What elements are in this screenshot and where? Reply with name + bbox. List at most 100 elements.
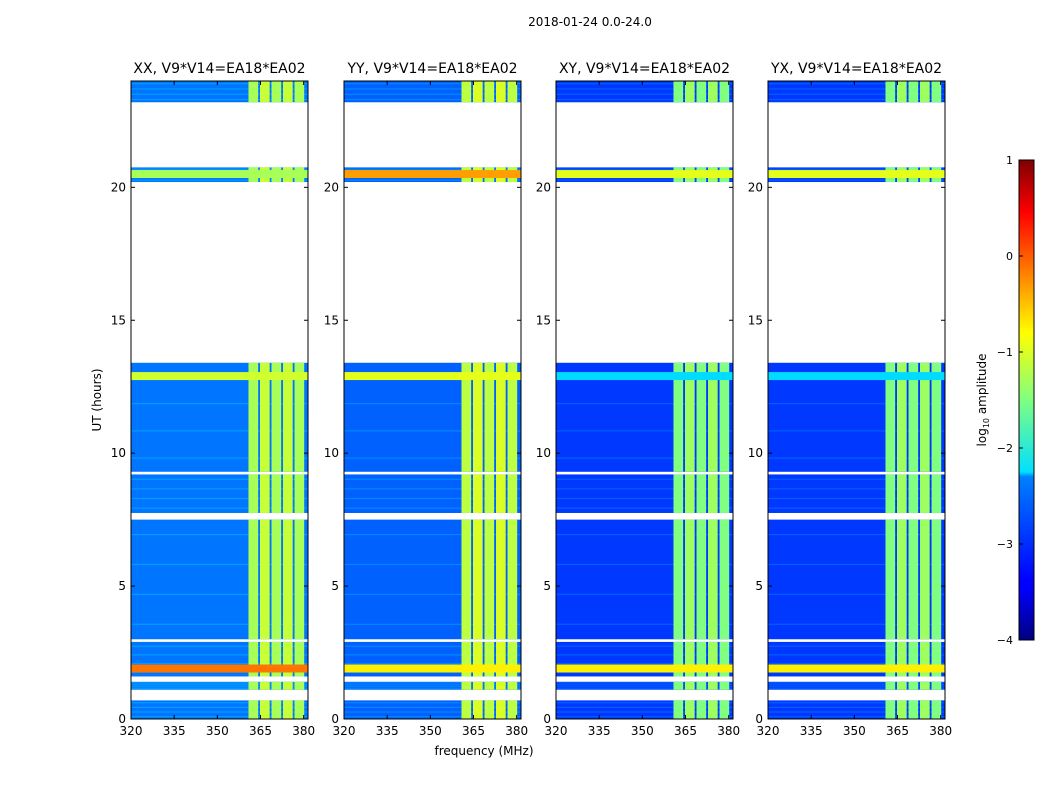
texture-stripe	[344, 654, 521, 656]
rfi-channel	[920, 81, 930, 103]
flare-row	[131, 170, 308, 179]
texture-stripe	[556, 706, 733, 708]
texture-stripe	[131, 654, 308, 656]
rfi-channel	[484, 362, 495, 472]
rfi-channel	[719, 81, 730, 103]
rfi-channel	[283, 700, 293, 719]
texture-stripe	[768, 593, 945, 595]
colorbar-label: log10 amplitude	[975, 354, 991, 447]
flare-row	[131, 372, 308, 381]
texture-stripe	[768, 684, 945, 686]
rfi-channel	[461, 681, 472, 690]
texture-stripe	[556, 645, 733, 647]
texture-stripe	[344, 83, 521, 85]
texture-stripe	[768, 168, 945, 170]
texture-stripe	[344, 88, 521, 90]
rfi-channel	[472, 362, 483, 472]
texture-stripe	[131, 645, 308, 647]
texture-stripe	[768, 702, 945, 704]
texture-stripe	[556, 83, 733, 85]
y-tick-label: 0	[755, 712, 763, 726]
texture-stripe	[768, 507, 945, 509]
texture-stripe	[131, 99, 308, 101]
rfi-channel	[283, 81, 293, 103]
rfi-channel	[248, 474, 259, 513]
rfi-channel	[931, 474, 942, 513]
data-block	[556, 681, 733, 690]
data-block	[131, 519, 308, 640]
rfi-channel	[920, 474, 930, 513]
rfi-channel	[708, 641, 718, 677]
texture-stripe	[768, 93, 945, 95]
texture-stripe	[768, 533, 945, 536]
rfi-channel	[684, 474, 695, 513]
x-tick-label: 335	[588, 724, 611, 738]
texture-stripe	[556, 179, 733, 181]
rfi-channel	[696, 700, 707, 719]
texture-stripe	[556, 682, 733, 684]
panel-title: YY, V9*V14=EA18*EA02	[346, 61, 517, 77]
rfi-channel	[931, 681, 942, 690]
x-tick-label: 365	[462, 724, 485, 738]
x-tick-label: 320	[757, 724, 780, 738]
rfi-channel	[696, 362, 707, 472]
rfi-channel	[931, 641, 942, 677]
x-axis-label: frequency (MHz)	[434, 744, 533, 758]
rfi-channel	[294, 700, 305, 719]
y-tick-label: 5	[543, 579, 551, 593]
rfi-channel	[461, 519, 472, 640]
texture-stripe	[556, 430, 733, 432]
texture-stripe	[556, 478, 733, 480]
rfi-channel	[908, 474, 919, 513]
texture-stripe	[768, 99, 945, 101]
rfi-channel	[708, 81, 718, 103]
rfi-channel	[908, 362, 919, 472]
x-tick-label: 380	[505, 724, 528, 738]
texture-stripe	[344, 688, 521, 690]
texture-stripe	[131, 662, 308, 665]
texture-stripe	[556, 497, 733, 500]
rfi-channel	[931, 362, 942, 472]
rfi-channel	[908, 641, 919, 677]
rfi-channel	[484, 474, 495, 513]
texture-stripe	[768, 430, 945, 432]
texture-stripe	[768, 688, 945, 690]
panel-frame	[130, 80, 309, 720]
texture-stripe	[131, 682, 308, 684]
texture-stripe	[768, 716, 945, 718]
texture-stripe	[344, 93, 521, 95]
y-tick-label: 20	[324, 180, 339, 194]
rfi-channel	[496, 519, 506, 640]
colorbar-tick-label: −4	[997, 634, 1013, 647]
texture-stripe	[556, 654, 733, 656]
texture-stripe	[768, 682, 945, 684]
x-tick-label: 350	[631, 724, 654, 738]
texture-stripe	[344, 623, 521, 625]
x-tick-label: 335	[163, 724, 186, 738]
flare-row	[556, 170, 733, 179]
panel-frame	[555, 80, 734, 720]
colorbar-tick-label: −2	[997, 442, 1013, 455]
rfi-channel	[259, 81, 270, 103]
texture-stripe	[556, 533, 733, 536]
rfi-channel	[673, 681, 684, 690]
rfi-channel	[294, 362, 305, 472]
rfi-channel	[708, 362, 718, 472]
y-tick-label: 15	[536, 313, 551, 327]
texture-stripe	[768, 403, 945, 405]
texture-stripe	[556, 507, 733, 509]
texture-stripe	[556, 711, 733, 713]
rfi-channel	[294, 641, 305, 677]
texture-stripe	[768, 88, 945, 90]
texture-stripe	[768, 488, 945, 490]
rfi-channel	[271, 641, 282, 677]
rfi-channel	[248, 519, 259, 640]
flare-row	[131, 664, 308, 673]
x-tick-label: 335	[376, 724, 399, 738]
rfi-channel	[496, 474, 506, 513]
rfi-channel	[684, 81, 695, 103]
rfi-channel	[271, 474, 282, 513]
rfi-channel	[496, 81, 506, 103]
rfi-channel	[496, 362, 506, 472]
y-tick-label: 15	[324, 313, 339, 327]
